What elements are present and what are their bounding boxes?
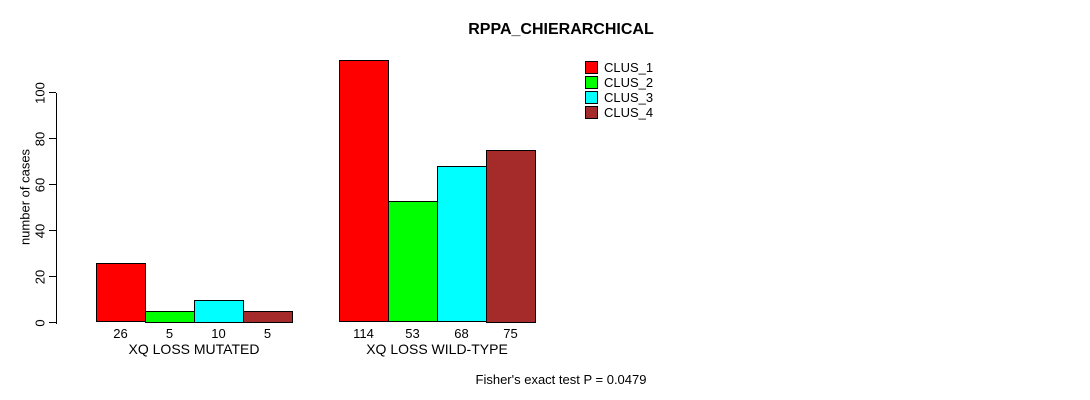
- legend-label: CLUS_2: [604, 75, 654, 90]
- bar-value-label: 5: [165, 326, 174, 341]
- category-label: XQ LOSS WILD-TYPE: [366, 341, 508, 357]
- y-tick-label: 40: [32, 223, 48, 238]
- bar-clus_2: [145, 311, 195, 323]
- bar-clus_4: [243, 311, 293, 323]
- legend-item: CLUS_3: [585, 91, 653, 104]
- legend-item: CLUS_1: [585, 61, 653, 74]
- legend: CLUS_1 CLUS_2 CLUS_3 CLUS_4: [585, 61, 653, 119]
- bar-clus_2: [388, 200, 438, 323]
- y-axis-tick: [49, 138, 56, 139]
- category-label: XQ LOSS MUTATED: [128, 341, 260, 357]
- legend-swatch: [585, 76, 598, 89]
- bar-value-label: 75: [503, 326, 518, 341]
- legend-item: CLUS_2: [585, 76, 653, 89]
- bar-clus_1: [96, 262, 146, 323]
- y-axis-tick: [49, 184, 56, 185]
- bar-value-label: 114: [353, 326, 374, 341]
- stat-annotation: Fisher's exact test P = 0.0479: [475, 372, 647, 387]
- legend-item: CLUS_4: [585, 106, 653, 119]
- y-tick-label: 80: [32, 131, 48, 146]
- bar-clus_3: [437, 166, 487, 323]
- legend-swatch: [585, 106, 598, 119]
- bar-clus_4: [486, 150, 536, 323]
- y-tick-label: 100: [32, 81, 48, 104]
- bar-value-label: 53: [405, 326, 420, 341]
- y-axis-tick: [49, 276, 56, 277]
- chart-title: RPPA_CHIERARCHICAL: [468, 21, 654, 38]
- legend-label: CLUS_1: [604, 60, 654, 75]
- y-tick-label: 0: [32, 318, 48, 327]
- y-tick-label: 60: [32, 177, 48, 192]
- y-axis-tick: [49, 92, 56, 93]
- legend-swatch: [585, 91, 598, 104]
- bar-clus_1: [339, 60, 389, 323]
- legend-label: CLUS_3: [604, 90, 654, 105]
- y-tick-label: 20: [32, 269, 48, 284]
- y-axis-line: [56, 92, 57, 324]
- bar-value-label: 26: [113, 326, 128, 341]
- bar-value-label: 68: [454, 326, 469, 341]
- bar-value-label: 10: [211, 326, 226, 341]
- legend-label: CLUS_4: [604, 105, 654, 120]
- bar-value-label: 5: [263, 326, 272, 341]
- y-axis-tick: [49, 322, 56, 323]
- y-axis-tick: [49, 230, 56, 231]
- bar-clus_3: [194, 299, 244, 323]
- legend-swatch: [585, 61, 598, 74]
